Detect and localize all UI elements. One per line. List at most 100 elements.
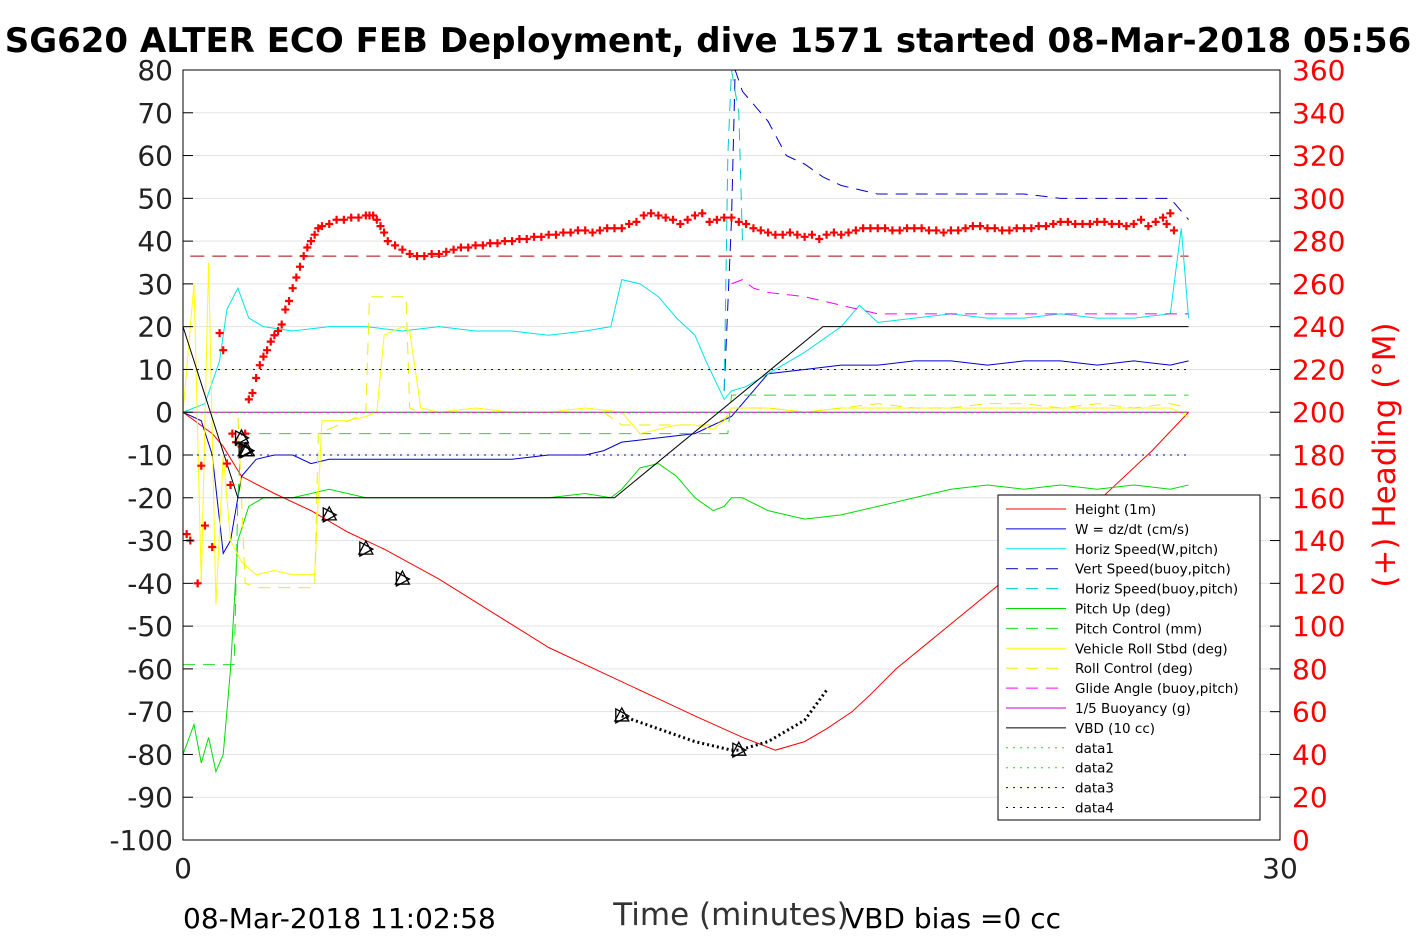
heading-point xyxy=(822,230,831,239)
right-tick-label: 260 xyxy=(1292,268,1345,301)
heading-point xyxy=(200,521,209,530)
legend-label: W = dz/dt (cm/s) xyxy=(1075,522,1189,538)
event-marker xyxy=(233,428,250,444)
series-line-4 xyxy=(723,70,743,391)
legend-label: Horiz Speed(W,pitch) xyxy=(1075,542,1218,558)
y-tick-label: 60 xyxy=(137,140,173,173)
heading-point xyxy=(508,237,517,246)
right-tick-label: 240 xyxy=(1292,311,1345,344)
series-line-11 xyxy=(183,326,1189,499)
legend-label: data2 xyxy=(1075,761,1114,777)
heading-point xyxy=(998,226,1007,235)
heading-point xyxy=(1012,224,1021,233)
event-marker xyxy=(240,442,256,459)
heading-point xyxy=(347,213,356,222)
series-line-2 xyxy=(183,228,1190,413)
heading-point xyxy=(873,224,882,233)
heading-point xyxy=(661,213,670,222)
heading-point xyxy=(292,273,301,282)
y-tick-label: -30 xyxy=(127,525,173,558)
heading-point xyxy=(372,215,381,224)
legend-label: Glide Angle (buoy,pitch) xyxy=(1075,681,1239,697)
heading-point xyxy=(1049,220,1058,228)
footer-vbd-bias: VBD bias =0 cc xyxy=(845,902,1061,935)
heading-point xyxy=(255,361,264,370)
heading-point xyxy=(676,220,685,228)
heading-point xyxy=(1107,220,1116,228)
right-tick-label: 140 xyxy=(1292,525,1345,558)
heading-point xyxy=(764,228,773,237)
heading-point xyxy=(1137,215,1146,224)
heading-point xyxy=(339,215,348,224)
legend-label: Height (1m) xyxy=(1075,502,1156,518)
event-marker xyxy=(613,706,630,722)
heading-point xyxy=(859,224,868,233)
heading-point xyxy=(456,243,465,252)
x-tick-label: 0 xyxy=(174,852,192,885)
y-tick-label: 50 xyxy=(137,182,173,215)
heading-point xyxy=(698,209,707,218)
series-line-3 xyxy=(723,70,1189,391)
heading-point xyxy=(522,234,531,243)
y-tick-label: -60 xyxy=(127,653,173,686)
heading-point xyxy=(654,211,663,220)
x-axis-label: Time (minutes) xyxy=(612,897,848,933)
heading-point xyxy=(617,224,626,233)
series-line-8 xyxy=(183,296,1189,589)
heading-point xyxy=(581,226,590,235)
heading-point xyxy=(500,237,509,246)
heading-point xyxy=(537,232,546,241)
heading-point xyxy=(727,213,736,222)
right-tick-label: 80 xyxy=(1292,653,1328,686)
heading-point xyxy=(369,211,378,220)
heading-point xyxy=(705,217,714,226)
heading-point xyxy=(639,211,648,220)
legend-label: Horiz Speed(buoy,pitch) xyxy=(1075,582,1238,598)
heading-point xyxy=(244,395,253,404)
right-tick-label: 200 xyxy=(1292,396,1345,429)
heading-point xyxy=(1027,224,1036,233)
legend-label: data1 xyxy=(1075,741,1114,757)
heading-point xyxy=(778,230,787,239)
heading-point xyxy=(551,230,560,239)
heading-point xyxy=(917,224,926,233)
heading-point xyxy=(486,239,495,248)
heading-point xyxy=(222,459,231,468)
heading-point xyxy=(1005,226,1014,235)
heading-point xyxy=(603,224,612,233)
legend-label: Vehicle Roll Stbd (deg) xyxy=(1075,641,1228,657)
heading-point xyxy=(1056,217,1065,226)
legend-label: data3 xyxy=(1075,781,1114,797)
heading-point xyxy=(793,230,802,239)
event-marker xyxy=(238,442,254,459)
heading-point xyxy=(1129,220,1138,228)
heading-point xyxy=(434,249,443,258)
heading-point xyxy=(376,222,385,231)
heading-point xyxy=(895,226,904,235)
heading-point xyxy=(844,228,853,237)
heading-point xyxy=(1085,220,1094,228)
heading-point xyxy=(961,224,970,233)
right-tick-label: 340 xyxy=(1292,97,1345,130)
heading-point xyxy=(881,224,890,233)
heading-point xyxy=(277,320,286,329)
heading-point xyxy=(219,346,228,355)
heading-point xyxy=(837,230,846,239)
heading-point xyxy=(266,337,275,346)
heading-point xyxy=(383,237,392,246)
legend-label: Pitch Control (mm) xyxy=(1075,621,1202,637)
heading-point xyxy=(588,228,597,237)
right-tick-label: 360 xyxy=(1292,54,1345,87)
axes: 80706050403020100-10-20-30-40-50-60-70-8… xyxy=(109,54,1345,885)
y-tick-label: 20 xyxy=(137,311,173,344)
heading-point xyxy=(544,230,553,239)
heading-point xyxy=(478,241,487,250)
y-tick-label: -40 xyxy=(127,567,173,600)
heading-point xyxy=(449,245,458,254)
heading-point xyxy=(1020,224,1029,233)
event-marker xyxy=(357,539,374,555)
heading-point xyxy=(954,226,963,235)
right-tick-label: 160 xyxy=(1292,482,1345,515)
event-marker xyxy=(322,506,338,523)
heading-point xyxy=(866,224,875,233)
